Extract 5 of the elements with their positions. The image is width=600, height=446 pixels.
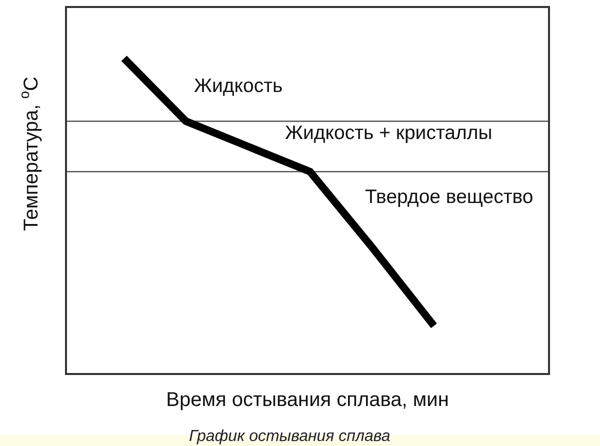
x-axis-title: Время остывания сплава, мин	[166, 388, 449, 411]
annotation: Жидкость + кристаллы	[285, 122, 492, 144]
annotation: Жидкость	[194, 75, 283, 97]
text: График остывания сплава	[189, 428, 390, 445]
annotation: Твердое вещество	[365, 186, 534, 208]
